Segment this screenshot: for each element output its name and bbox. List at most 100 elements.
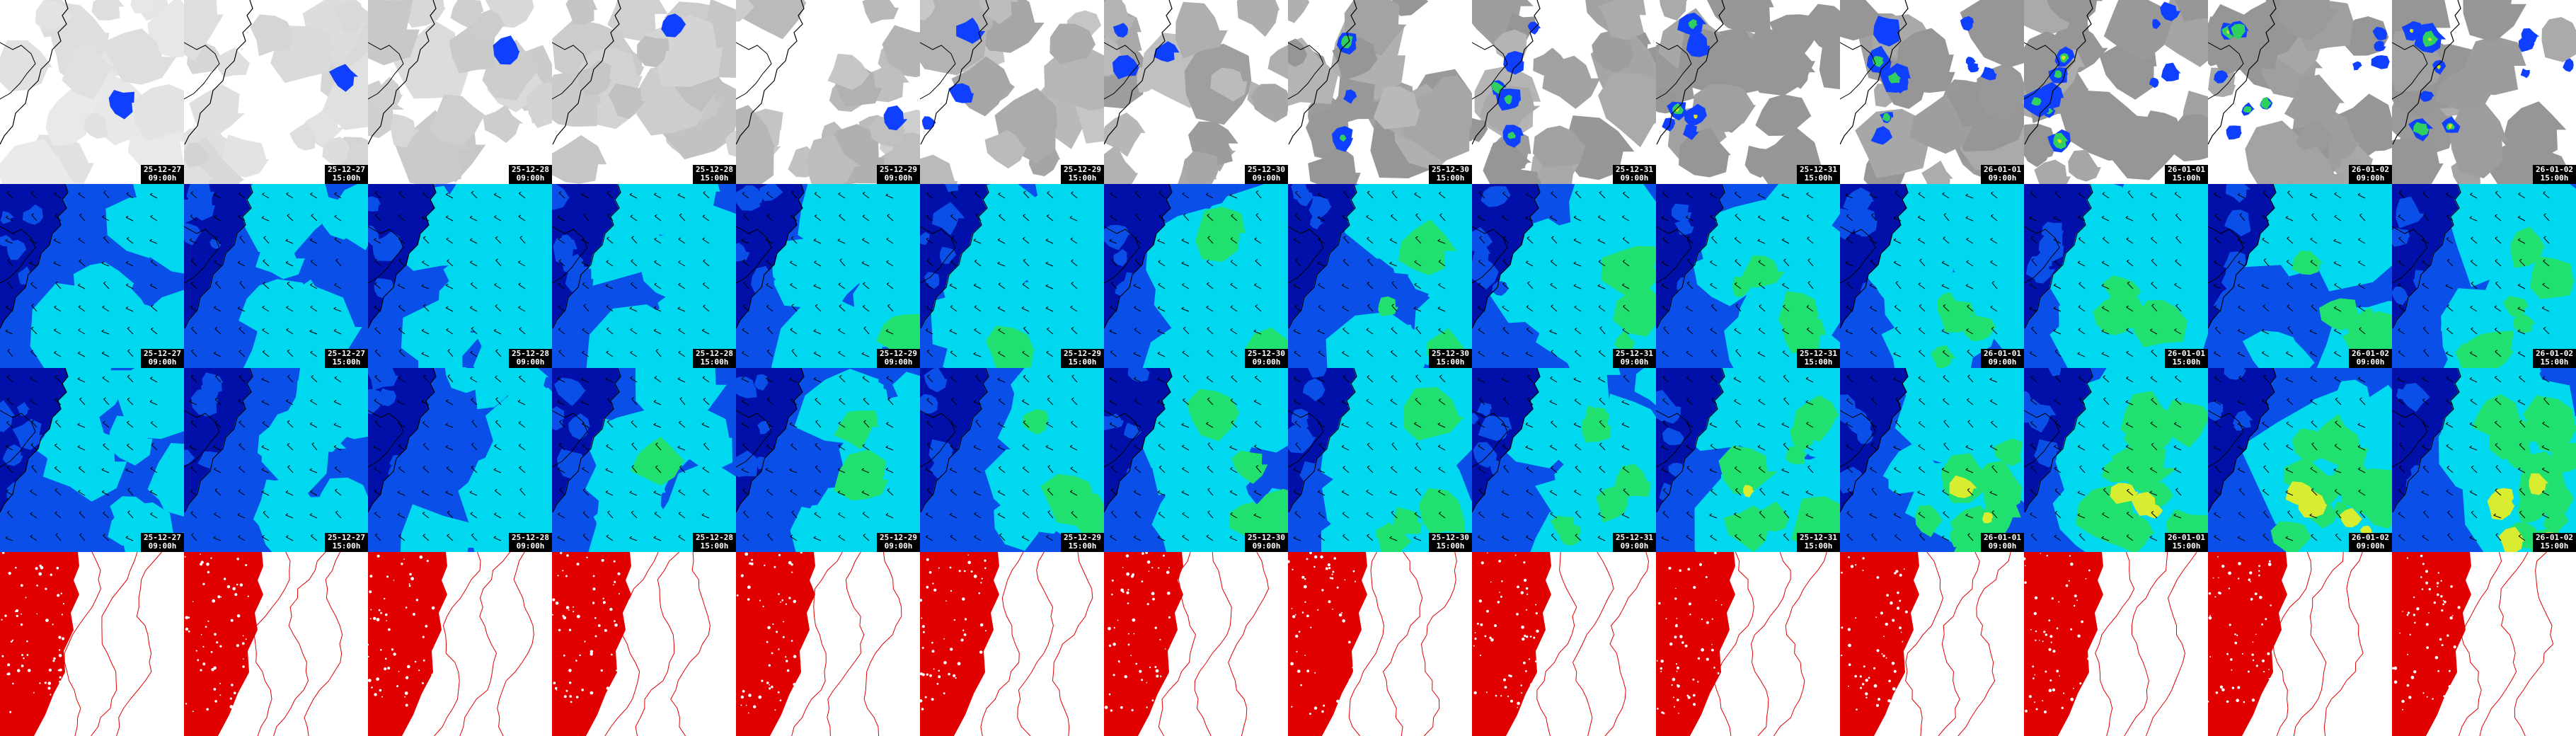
wind-b-panel: 25-12-30 09:00h <box>1104 368 1288 552</box>
wind-b-map <box>1656 368 1840 552</box>
timestamp-label: 25-12-31 09:00h <box>1613 533 1656 552</box>
timestamp-date: 26-01-02 <box>2536 349 2573 358</box>
precip-panel: 25-12-29 15:00h <box>920 0 1104 184</box>
timestamp-time: 15:00h <box>2172 541 2201 551</box>
precip-map <box>1104 0 1288 184</box>
wind-barb-icon <box>741 374 894 541</box>
timestamp-label: 25-12-27 09:00h <box>141 349 184 368</box>
timestamp-date: 25-12-27 <box>328 533 365 542</box>
wind-barb-icon <box>557 191 710 357</box>
timestamp-label: 25-12-28 15:00h <box>693 165 736 184</box>
wind-barb-icon <box>1661 191 1814 357</box>
wind-b-panel: 25-12-28 15:00h <box>552 368 736 552</box>
timestamp-label: 25-12-27 15:00h <box>325 533 368 552</box>
contour-panel <box>184 552 368 736</box>
precip-map <box>1288 0 1472 184</box>
wind-barb-icon <box>926 190 1078 357</box>
timestamp-label: 25-12-28 09:00h <box>509 533 552 552</box>
wind-a-panel: 25-12-28 15:00h <box>552 184 736 368</box>
wind-barb-icon <box>1846 374 1998 541</box>
timestamp-date: 26-01-02 <box>2536 165 2573 174</box>
contour-panel <box>2392 552 2576 736</box>
contour-map <box>184 552 368 736</box>
timestamp-date: 26-01-02 <box>2352 165 2389 174</box>
wind-a-map <box>552 184 736 368</box>
timestamp-label: 25-12-27 09:00h <box>141 533 184 552</box>
precip-panel: 25-12-30 15:00h <box>1288 0 1472 184</box>
timestamp-label: 25-12-30 09:00h <box>1245 165 1288 184</box>
wind-a-map <box>2024 184 2208 368</box>
timestamp-date: 25-12-31 <box>1800 349 1837 358</box>
wind-a-panel: 25-12-30 09:00h <box>1104 184 1288 368</box>
timestamp-time: 09:00h <box>1988 357 2017 367</box>
timestamp-date: 26-01-01 <box>1984 533 2021 542</box>
precip-map <box>736 0 920 184</box>
precip-map <box>1840 0 2024 184</box>
timestamp-time: 09:00h <box>1252 357 1281 367</box>
timestamp-date: 25-12-28 <box>696 349 733 358</box>
wind-barb-icon <box>1293 374 1446 541</box>
timestamp-date: 25-12-31 <box>1616 165 1653 174</box>
wind-barb-icon <box>189 191 342 357</box>
contour-panel <box>2208 552 2392 736</box>
contour-panel <box>1656 552 1840 736</box>
wind-barb-icon <box>1109 374 1262 541</box>
wind-b-panel: 26-01-01 09:00h <box>1840 368 2024 552</box>
timestamp-label: 26-01-01 09:00h <box>1981 533 2024 552</box>
timestamp-date: 25-12-27 <box>328 349 365 358</box>
wind-b-panel: 25-12-27 09:00h <box>0 368 184 552</box>
contour-map <box>1840 552 2024 736</box>
wind-a-map <box>2208 184 2392 368</box>
timestamp-date: 26-01-01 <box>2168 165 2205 174</box>
wind-b-map <box>184 368 368 552</box>
timestamp-label: 25-12-28 15:00h <box>693 349 736 368</box>
wind-b-panel: 26-01-02 09:00h <box>2208 368 2392 552</box>
timestamp-time: 09:00h <box>148 357 177 367</box>
timestamp-time: 15:00h <box>1068 541 1097 551</box>
wind-barb-icon <box>1477 374 1630 541</box>
wind-b-panel: 25-12-31 15:00h <box>1656 368 1840 552</box>
wind-a-map <box>0 184 184 368</box>
precip-panel: 25-12-31 09:00h <box>1472 0 1656 184</box>
timestamp-date: 25-12-30 <box>1248 349 1285 358</box>
timestamp-date: 25-12-27 <box>144 165 181 174</box>
contour-map <box>1472 552 1656 736</box>
timestamp-label: 26-01-01 15:00h <box>2165 165 2208 184</box>
wind-a-panel: 25-12-31 09:00h <box>1472 184 1656 368</box>
contour-panel <box>552 552 736 736</box>
timestamp-time: 15:00h <box>1804 541 1833 551</box>
wind-a-panel: 25-12-27 15:00h <box>184 184 368 368</box>
timestamp-date: 25-12-28 <box>512 165 549 174</box>
wind-b-map <box>2392 368 2576 552</box>
timestamp-label: 25-12-29 09:00h <box>877 533 920 552</box>
wind-b-map <box>1472 368 1656 552</box>
timestamp-time: 15:00h <box>1804 357 1833 367</box>
contour-panel <box>1840 552 2024 736</box>
wind-barb-icon <box>374 190 526 357</box>
wind-b-map <box>2208 368 2392 552</box>
contour-map <box>2208 552 2392 736</box>
timestamp-date: 25-12-29 <box>1064 533 1101 542</box>
precip-map <box>2208 0 2392 184</box>
timestamp-date: 26-01-01 <box>1984 165 2021 174</box>
timestamp-date: 25-12-30 <box>1432 165 1469 174</box>
timestamp-date: 26-01-02 <box>2536 533 2573 542</box>
timestamp-time: 15:00h <box>1436 357 1465 367</box>
wind-b-map <box>552 368 736 552</box>
wind-a-panel: 25-12-28 09:00h <box>368 184 552 368</box>
precip-map <box>552 0 736 184</box>
timestamp-time: 15:00h <box>2172 357 2201 367</box>
precip-panel: 25-12-30 09:00h <box>1104 0 1288 184</box>
timestamp-label: 25-12-29 09:00h <box>877 349 920 368</box>
precip-panel: 26-01-02 09:00h <box>2208 0 2392 184</box>
wind-a-map <box>1656 184 1840 368</box>
timestamp-label: 25-12-28 09:00h <box>509 165 552 184</box>
timestamp-time: 15:00h <box>1804 173 1833 183</box>
contour-map <box>368 552 552 736</box>
timestamp-label: 25-12-30 15:00h <box>1429 533 1472 552</box>
wind-a-map <box>2392 184 2576 368</box>
wind-b-panel: 25-12-27 15:00h <box>184 368 368 552</box>
timestamp-date: 26-01-01 <box>2168 349 2205 358</box>
wind-a-panel: 25-12-27 09:00h <box>0 184 184 368</box>
timestamp-label: 25-12-29 09:00h <box>877 165 920 184</box>
